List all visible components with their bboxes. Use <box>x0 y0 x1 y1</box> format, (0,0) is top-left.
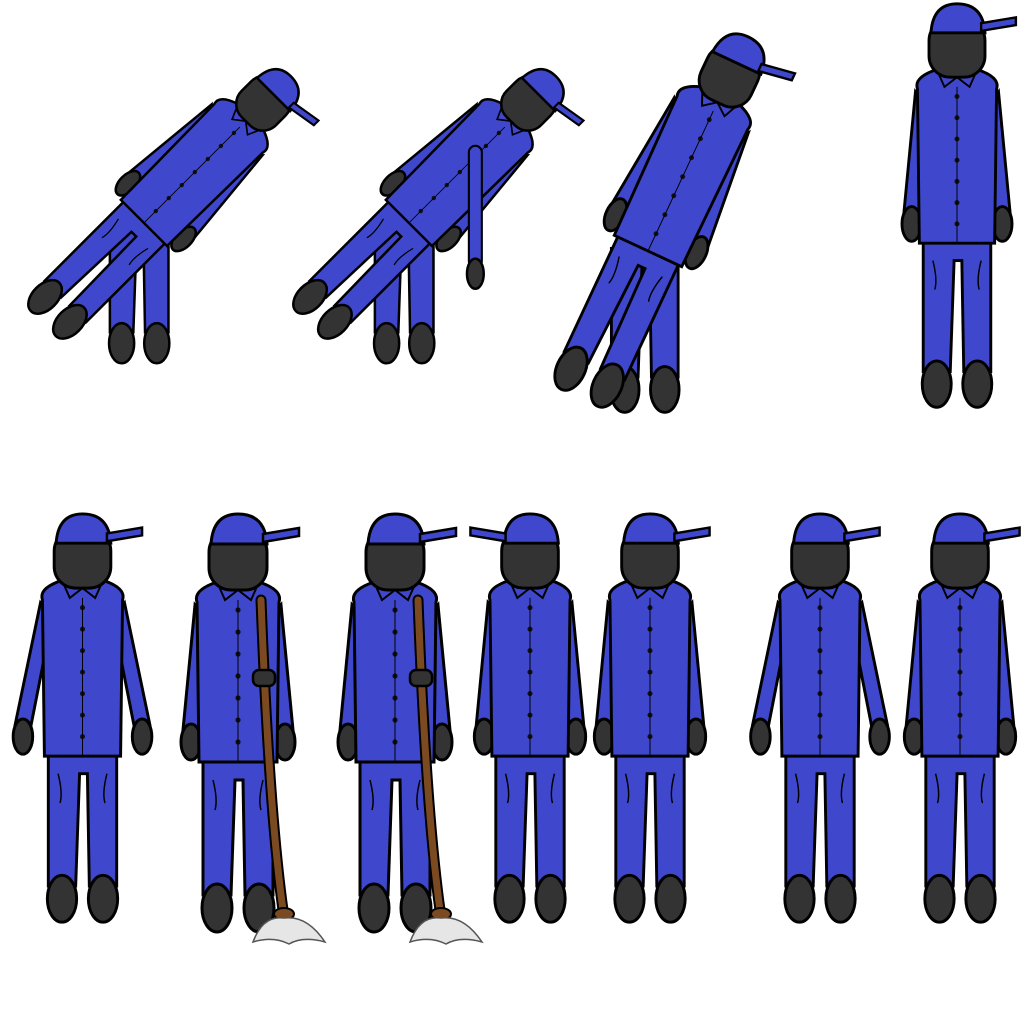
janitor-front-arms-out-2 <box>749 512 891 924</box>
janitor-front-arms-out <box>11 512 154 924</box>
janitor-walk-side-1 <box>469 512 588 924</box>
janitor-stand-turn <box>900 2 1018 409</box>
janitor-bow-deep <box>27 67 321 365</box>
janitor-bow-deep-reach <box>292 67 586 365</box>
janitor-front-3 <box>902 512 1021 924</box>
janitor-front-2 <box>592 512 711 924</box>
janitor-mop-2 <box>336 512 484 945</box>
janitor-mop-1 <box>179 512 327 945</box>
janitor-bow-half <box>553 32 797 414</box>
